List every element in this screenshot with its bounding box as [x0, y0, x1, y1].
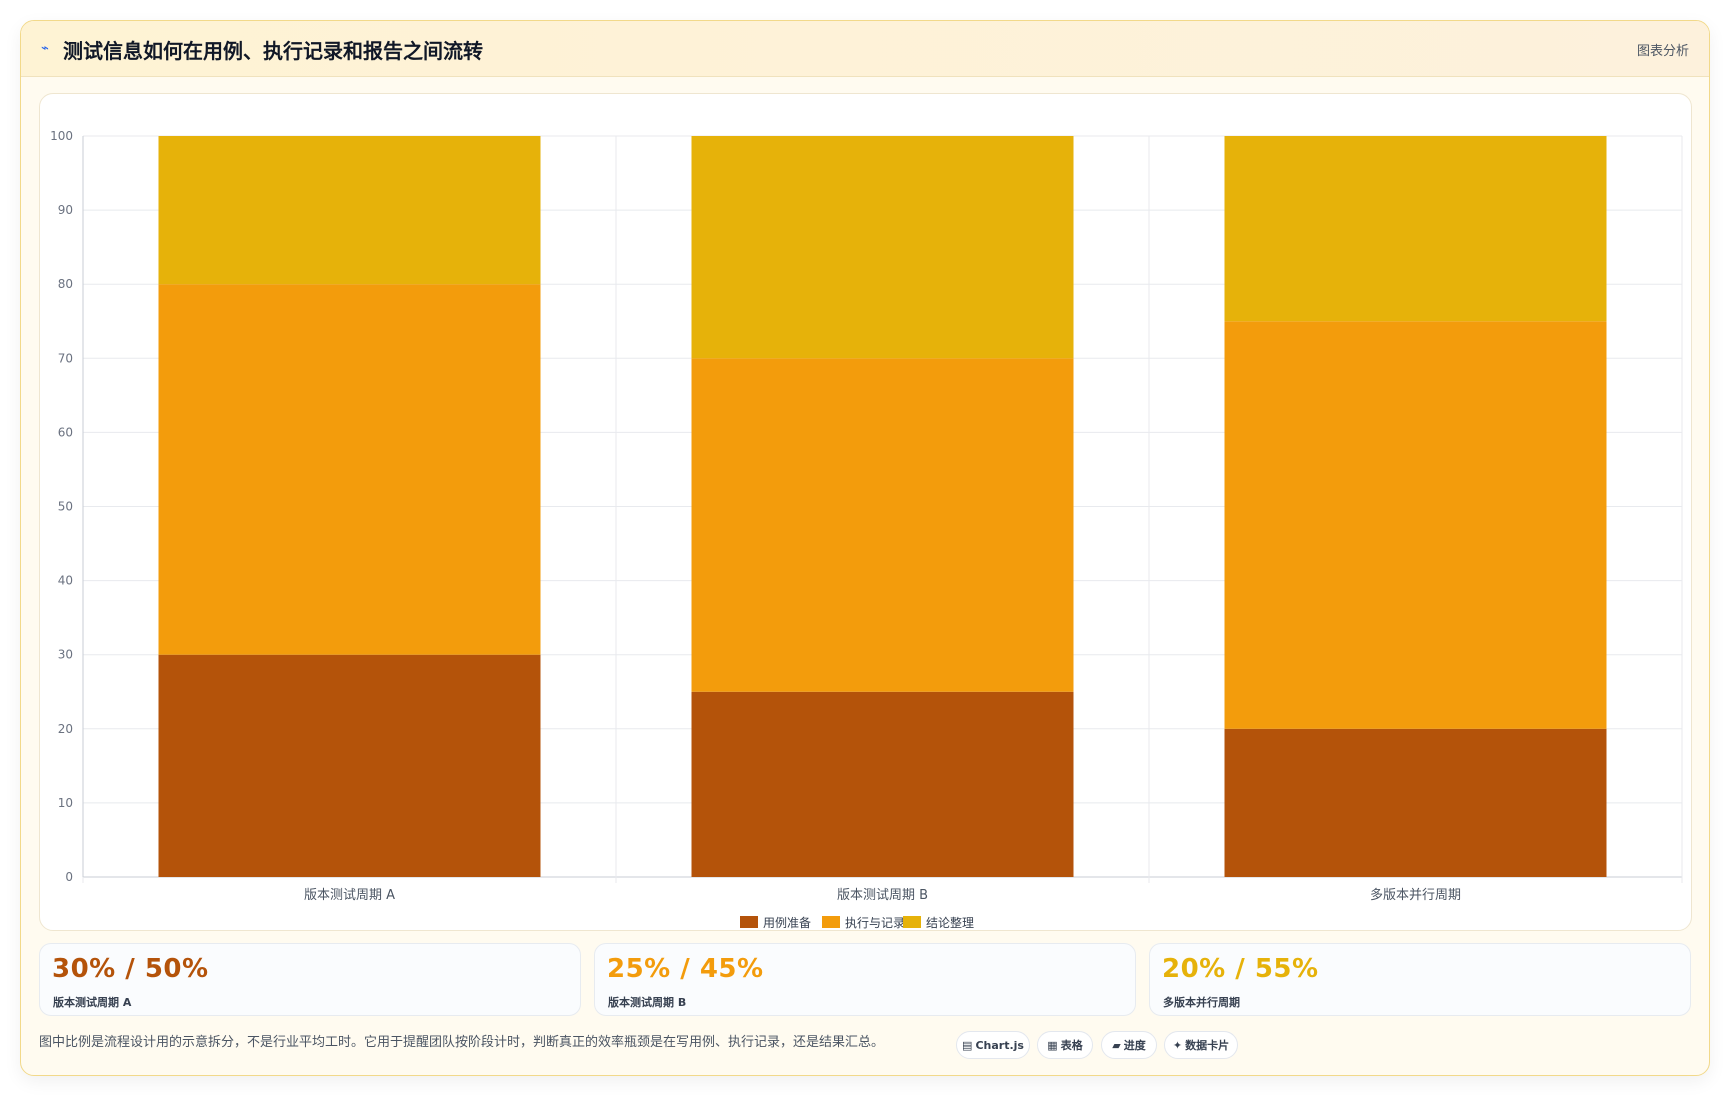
- bar-segment: [691, 358, 1074, 692]
- legend-label: 结论整理: [926, 915, 975, 930]
- bar-segment: [158, 654, 541, 877]
- x-tick-label: 版本测试周期 A: [304, 888, 395, 903]
- stat-card-a: 30% / 50% 版本测试周期 A: [39, 943, 581, 1016]
- stat-value: 25% / 45%: [607, 954, 764, 984]
- legend-label: 用例准备: [763, 915, 812, 930]
- stat-value: 20% / 55%: [1162, 954, 1319, 984]
- y-tick-label: 50: [58, 500, 73, 514]
- stat-card-b: 25% / 45% 版本测试周期 B: [594, 943, 1136, 1016]
- chart-analysis-tag: 图表分析: [1636, 44, 1689, 59]
- tool-pill-progress[interactable]: ▰ 进度: [1101, 1031, 1157, 1059]
- footnote: 图中比例是流程设计用的示意拆分，不是行业平均工时。它用于提醒团队按阶段计时，判断…: [39, 1035, 885, 1050]
- tool-pill-label: 表格: [1060, 1039, 1083, 1052]
- y-tick-label: 100: [50, 129, 73, 143]
- tool-pill-chartjs[interactable]: ▤ Chart.js: [956, 1031, 1030, 1059]
- bar-segment: [158, 136, 541, 285]
- bar-segment: [158, 284, 541, 655]
- stat-value: 30% / 50%: [52, 954, 209, 984]
- bar-segment: [1224, 136, 1607, 322]
- table-icon: ▦: [1047, 1038, 1058, 1052]
- legend-label: 执行与记录: [845, 915, 906, 930]
- legend-item[interactable]: 结论整理: [903, 912, 974, 932]
- tool-pill-label: 进度: [1123, 1039, 1146, 1052]
- y-tick-label: 40: [58, 574, 73, 588]
- y-tick-label: 90: [58, 203, 73, 217]
- chart-legend: 用例准备 执行与记录 结论整理: [40, 912, 1693, 932]
- stat-card-parallel: 20% / 55% 多版本并行周期: [1149, 943, 1691, 1016]
- card-header: ⌁ 测试信息如何在用例、执行记录和报告之间流转 图表分析: [21, 21, 1709, 77]
- chart-icon: ▤: [962, 1038, 973, 1052]
- chart-card: ⌁ 测试信息如何在用例、执行记录和报告之间流转 图表分析 0 10 20 30 40 50…: [20, 20, 1710, 1076]
- legend-item[interactable]: 执行与记录: [822, 912, 905, 932]
- y-tick-label: 70: [58, 351, 73, 365]
- chart-panel: 0 10 20 30 40 50 60 70 80 90 100 版本测试周期 A 版本测试周期 B 多版…: [39, 93, 1692, 931]
- stat-label: 版本测试周期 B: [608, 996, 687, 1009]
- y-tick-label: 30: [58, 648, 73, 662]
- bar-segment: [1224, 728, 1607, 877]
- stacked-bar-chart: 0 10 20 30 40 50 60 70 80 90 100 版本测试周期 A 版本测试周期 B 多版…: [50, 129, 1683, 903]
- sparkle-icon: ✦: [1172, 1038, 1183, 1052]
- x-tick-label: 多版本并行周期: [1370, 887, 1461, 903]
- legend-swatch: [822, 916, 840, 928]
- progress-icon: ▰: [1112, 1038, 1121, 1052]
- y-tick-label: 80: [58, 277, 73, 291]
- legend-swatch: [740, 916, 758, 928]
- tool-pill-label: Chart.js: [975, 1038, 1024, 1052]
- chart-line-icon: ⌁: [41, 41, 49, 56]
- legend-swatch: [903, 916, 921, 928]
- y-tick-label: 0: [65, 870, 73, 884]
- y-tick-label: 60: [58, 425, 73, 439]
- x-tick-label: 版本测试周期 B: [837, 888, 928, 903]
- stat-label: 多版本并行周期: [1163, 996, 1240, 1009]
- y-tick-label: 10: [58, 796, 73, 810]
- bar-segment: [1224, 321, 1607, 729]
- bar-segment: [691, 136, 1074, 359]
- page-title: 测试信息如何在用例、执行记录和报告之间流转: [63, 39, 483, 63]
- y-tick-label: 20: [58, 722, 73, 736]
- legend-item[interactable]: 用例准备: [740, 912, 811, 932]
- tool-pill-label: 数据卡片: [1185, 1039, 1230, 1052]
- tool-pill-data-card[interactable]: ✦ 数据卡片: [1164, 1031, 1238, 1059]
- stat-label: 版本测试周期 A: [53, 996, 132, 1009]
- tool-pill-table[interactable]: ▦ 表格: [1037, 1031, 1093, 1059]
- bar-segment: [691, 691, 1074, 877]
